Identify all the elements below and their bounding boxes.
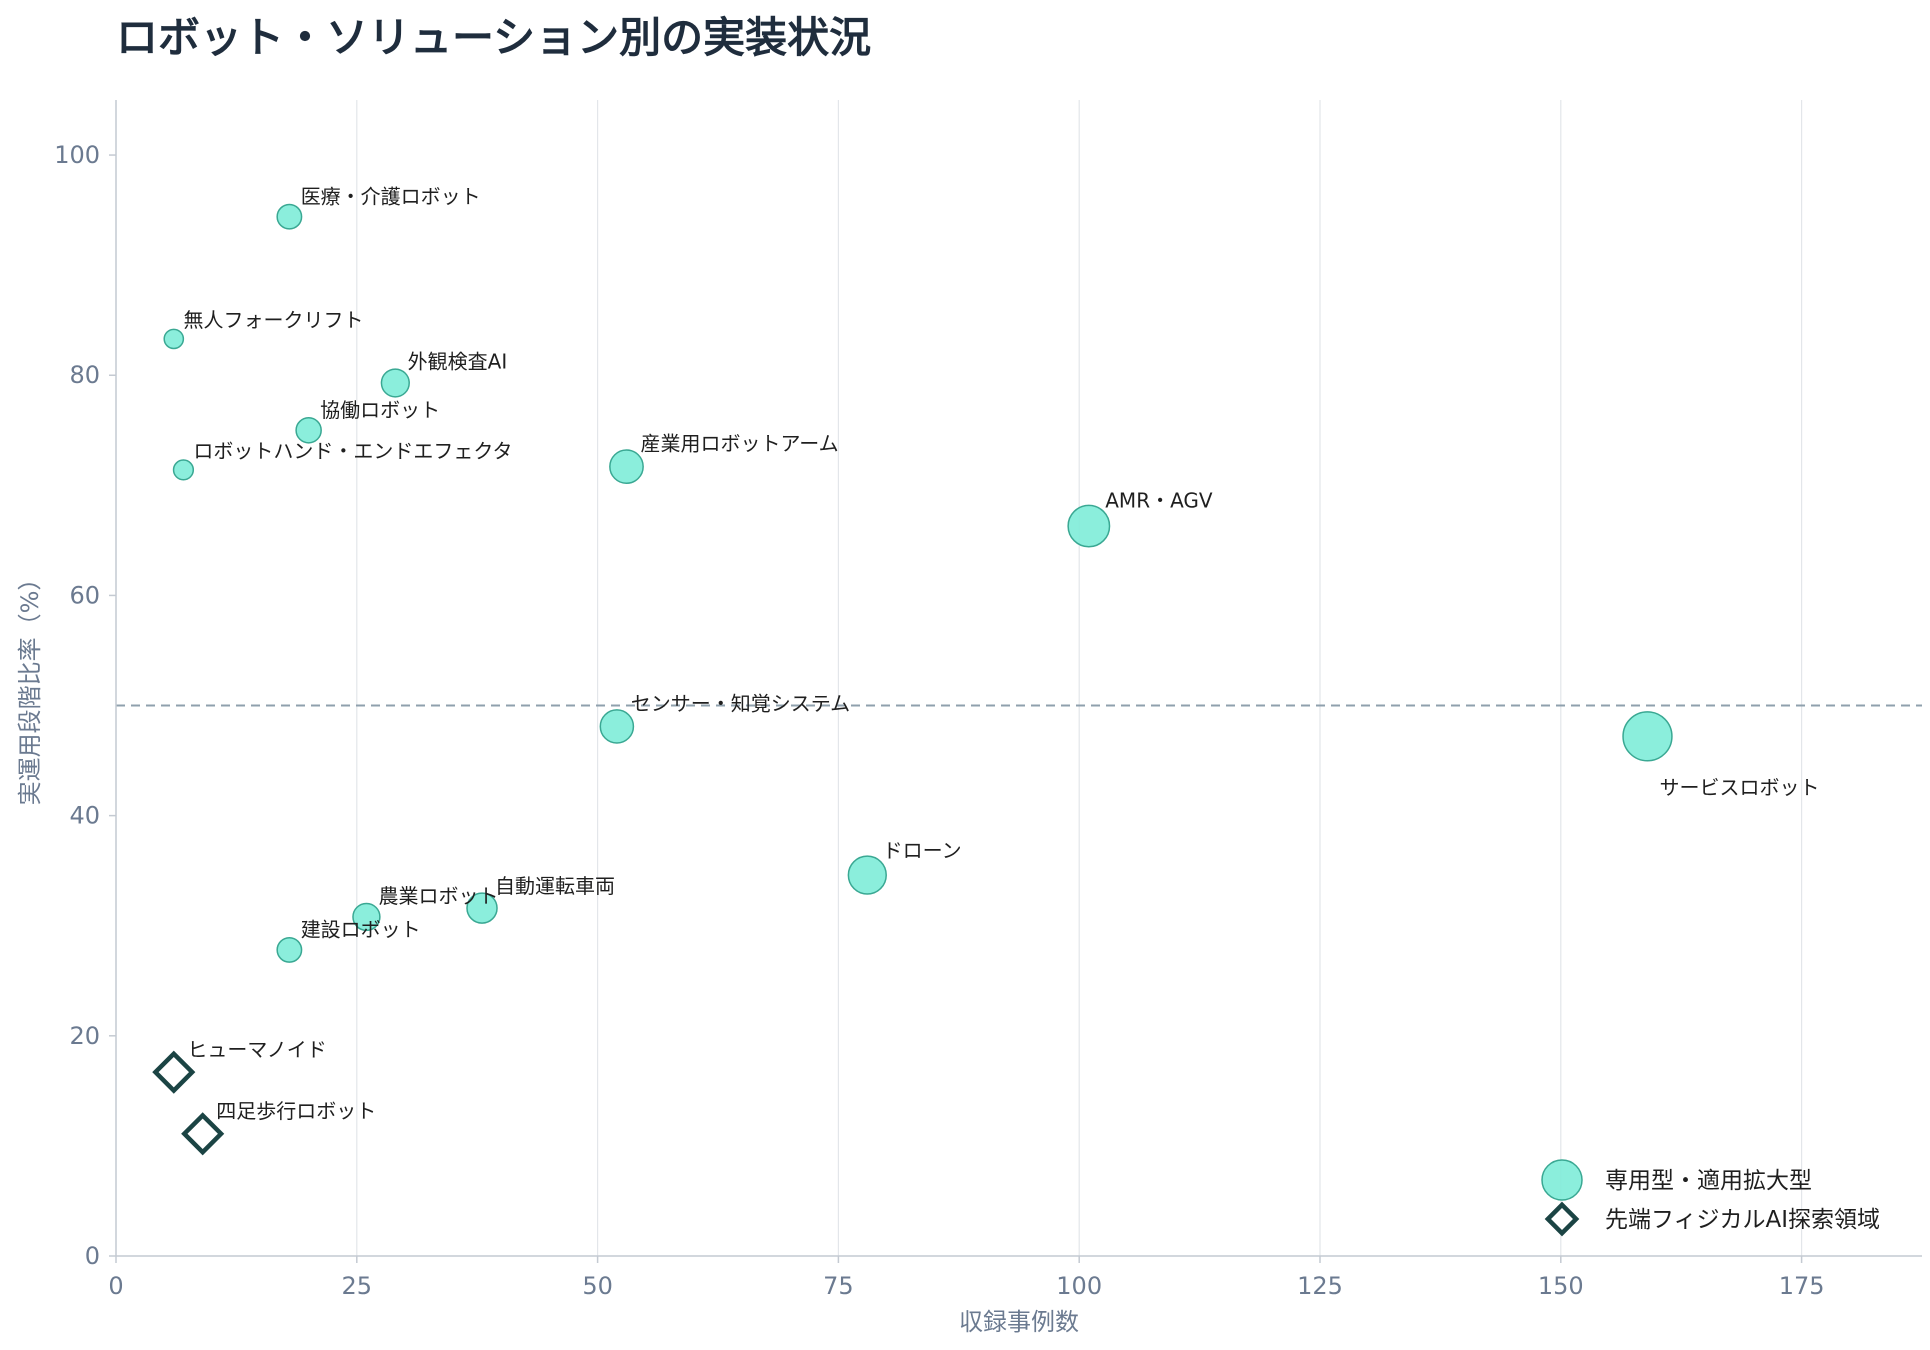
point-label: 農業ロボット (379, 884, 499, 908)
x-tick-label-175: 175 (1779, 1272, 1825, 1300)
x-tick-label-100: 100 (1056, 1272, 1102, 1300)
x-tick-label-0: 0 (108, 1272, 123, 1300)
bubble-point (847, 855, 887, 895)
x-tick-label-50: 50 (582, 1272, 613, 1300)
point-label: ロボットハンド・エンドエフェクタ (193, 439, 512, 463)
bubble-point (172, 459, 195, 481)
y-tick-label-40: 40 (69, 802, 100, 830)
x-tick-label-125: 125 (1297, 1272, 1343, 1300)
diamond-point (152, 1050, 196, 1094)
bubble-point (380, 368, 410, 398)
legend-circle-marker (1541, 1159, 1583, 1201)
point-label: 建設ロボット (301, 918, 421, 942)
y-tick-label-80: 80 (69, 361, 100, 389)
point-label: 外観検査AI (408, 350, 508, 374)
grid-lines (356, 100, 1803, 1256)
point-label: 協働ロボット (320, 398, 440, 422)
point-label: ヒューマノイド (187, 1038, 326, 1062)
bubble-point (609, 449, 644, 485)
x-tick-label-75: 75 (823, 1272, 854, 1300)
legend-diamond-marker (1544, 1201, 1580, 1237)
bubble-point (276, 203, 303, 230)
y-tick-label-60: 60 (69, 581, 100, 609)
x-tick-labels: 0 25 50 75 100 125 150 175 (108, 1256, 1825, 1300)
legend: 専用型・適用拡大型 先端フィジカルAI探索領域 (1541, 1159, 1880, 1237)
point-label: 四足歩行ロボット (216, 1099, 376, 1123)
point-label: AMR・AGV (1105, 489, 1213, 513)
legend-label-specialized: 専用型・適用拡大型 (1605, 1168, 1812, 1194)
point-label: 医療・介護ロボット (301, 184, 481, 208)
chart-title: ロボット・ソリューション別の実装状況 (116, 13, 871, 62)
bubble-point (352, 902, 381, 932)
point-label: 産業用ロボットアーム (640, 432, 838, 456)
y-tick-label-100: 100 (54, 141, 100, 169)
y-tick-label-20: 20 (69, 1022, 100, 1050)
bubble-point (599, 709, 635, 744)
y-tick-labels: 0 20 40 60 80 100 (54, 141, 116, 1270)
bubble-point (163, 328, 185, 350)
point-label: ドローン (883, 839, 962, 863)
diamond-point (181, 1112, 225, 1156)
point-label: 自動運転車両 (495, 874, 615, 898)
x-axis-label: 収録事例数 (959, 1308, 1079, 1336)
bubble-point (276, 936, 303, 963)
bubble-point (295, 416, 322, 444)
x-tick-label-150: 150 (1538, 1272, 1584, 1300)
y-axis-label: 実運用段階比率（%） (16, 567, 44, 806)
bubble-point (1067, 504, 1111, 548)
point-label: センサー・知覚システム (631, 692, 850, 716)
point-label: 無人フォークリフト (184, 308, 364, 332)
x-tick-label-25: 25 (342, 1272, 373, 1300)
point-label: サービスロボット (1659, 775, 1819, 799)
bubble-point (1622, 711, 1673, 762)
axes (115, 100, 1922, 1257)
data-points (152, 203, 1673, 1156)
y-tick-label-0: 0 (85, 1242, 100, 1270)
legend-label-frontier: 先端フィジカルAI探索領域 (1605, 1207, 1880, 1233)
bubble-point (466, 892, 498, 924)
